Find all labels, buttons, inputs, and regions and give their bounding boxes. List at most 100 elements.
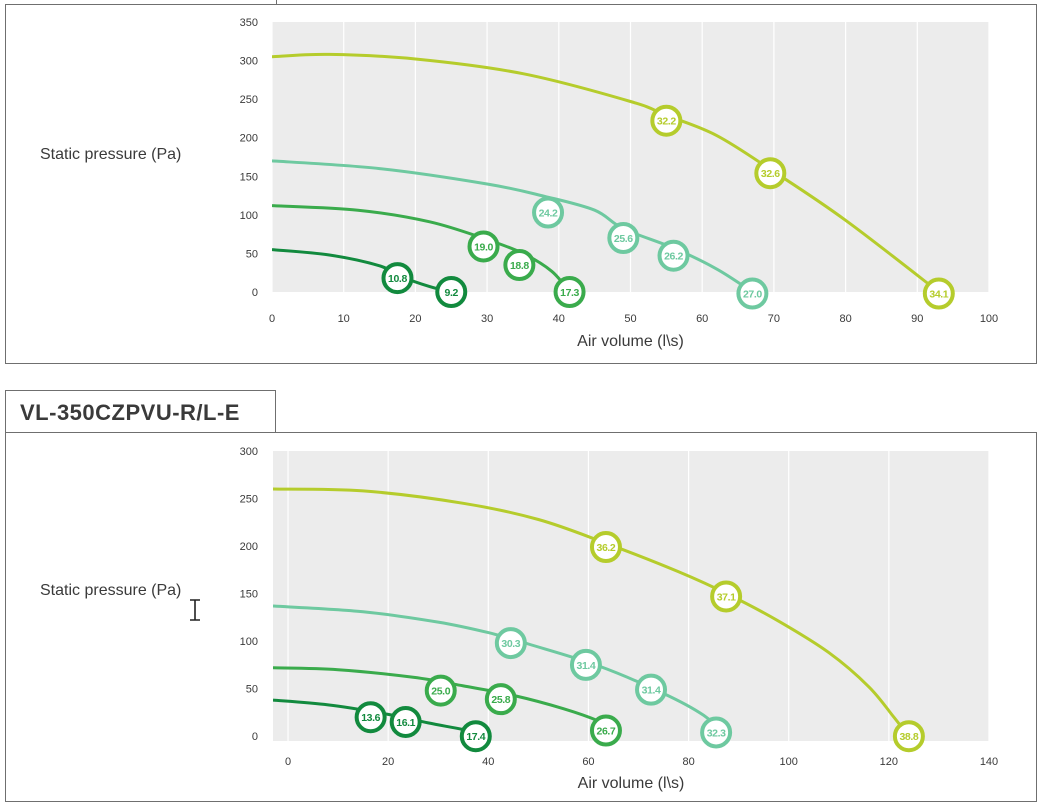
- marker-label: 27.0: [743, 289, 762, 301]
- text-cursor-icon: [190, 599, 200, 621]
- data-marker: 37.1: [710, 580, 743, 613]
- x-tick-label: 120: [880, 756, 898, 768]
- x-tick-label: 100: [980, 313, 998, 325]
- marker-ring: [700, 716, 733, 749]
- marker-label: 19.0: [474, 241, 493, 253]
- data-marker: 19.0: [467, 230, 500, 263]
- y-tick-label: 100: [240, 636, 258, 648]
- y-tick-label: 100: [240, 210, 258, 222]
- marker-ring: [484, 683, 517, 716]
- data-marker: 13.6: [354, 701, 387, 734]
- marker-ring: [569, 648, 602, 681]
- data-marker: 32.2: [650, 104, 683, 137]
- marker-label: 32.2: [657, 116, 676, 128]
- y-axis-label-top: Static pressure (Pa): [40, 146, 182, 163]
- data-marker: 31.4: [635, 673, 668, 706]
- marker-label: 17.4: [466, 731, 485, 743]
- x-axis-label: Air volume (l\s): [578, 775, 685, 792]
- x-axis-label: Air volume (l\s): [577, 333, 684, 350]
- x-tick-label: 0: [285, 756, 291, 768]
- data-marker: 34.1: [922, 277, 955, 310]
- marker-ring: [892, 720, 925, 753]
- marker-ring: [553, 276, 586, 308]
- y-tick-label: 150: [240, 171, 258, 183]
- x-tick-label: 60: [582, 756, 594, 768]
- marker-label: 32.3: [707, 727, 726, 739]
- marker-label: 25.6: [614, 233, 633, 245]
- x-tick-label: 40: [553, 313, 565, 325]
- y-tick-label: 50: [246, 684, 258, 696]
- x-tick-label: 90: [911, 313, 923, 325]
- model-tab: VL-350CZPVU-R/L-E: [5, 390, 276, 433]
- marker-label: 9.2: [445, 287, 459, 299]
- data-marker: 25.8: [484, 683, 517, 716]
- marker-ring: [754, 157, 787, 190]
- x-tick-label: 70: [768, 313, 780, 325]
- marker-label: 17.3: [560, 287, 579, 299]
- data-marker: 24.2: [532, 196, 565, 229]
- data-marker: 31.4: [569, 648, 602, 681]
- series-line-0: [272, 52, 940, 294]
- data-marker: 38.8: [892, 720, 925, 753]
- x-tick-label: 80: [682, 756, 694, 768]
- marker-label: 26.2: [664, 251, 683, 263]
- data-marker: 25.6: [607, 222, 640, 254]
- x-tick-label: 0: [269, 313, 275, 325]
- y-tick-label: 150: [240, 589, 258, 601]
- model-title: VL-350CZPVU-R/L-E: [20, 400, 240, 425]
- marker-label: 16.1: [396, 717, 415, 729]
- marker-label: 26.7: [597, 726, 616, 738]
- marker-ring: [467, 230, 500, 263]
- data-marker: 18.8: [503, 249, 536, 281]
- marker-ring: [657, 239, 690, 272]
- marker-ring: [736, 277, 769, 310]
- marker-ring: [589, 714, 622, 747]
- data-marker: 32.6: [754, 157, 787, 190]
- plot-area: [273, 451, 989, 741]
- data-marker: 26.2: [657, 239, 690, 272]
- x-tick-label: 20: [382, 756, 394, 768]
- x-tick-label: 30: [481, 313, 493, 325]
- x-tick-label: 50: [624, 313, 636, 325]
- marker-label: 37.1: [717, 591, 736, 603]
- data-marker: 30.3: [494, 627, 527, 660]
- y-tick-label: 300: [240, 446, 258, 458]
- data-marker: 16.1: [389, 705, 422, 738]
- y-axis-label-bottom: Static pressure (Pa): [40, 582, 182, 599]
- data-marker: 10.8: [381, 262, 414, 295]
- marker-ring: [532, 196, 565, 229]
- data-marker: 25.0: [424, 674, 457, 707]
- data-marker: 36.2: [589, 531, 622, 564]
- data-marker: 26.7: [589, 714, 622, 747]
- marker-label: 13.6: [361, 712, 380, 724]
- x-tick-label: 60: [696, 313, 708, 325]
- x-tick-label: 20: [409, 313, 421, 325]
- marker-label: 34.1: [929, 289, 948, 301]
- data-marker: 32.3: [700, 716, 733, 749]
- marker-ring: [381, 262, 414, 295]
- marker-ring: [354, 701, 387, 734]
- marker-ring: [503, 249, 536, 281]
- y-tick-label: 350: [240, 17, 258, 29]
- marker-ring: [650, 104, 683, 137]
- marker-ring: [494, 627, 527, 660]
- data-marker: 9.2: [435, 276, 468, 308]
- y-tick-label: 0: [252, 731, 258, 743]
- data-marker: 17.4: [459, 720, 492, 753]
- y-tick-label: 50: [246, 248, 258, 260]
- marker-ring: [589, 531, 622, 564]
- marker-ring: [607, 222, 640, 254]
- marker-label: 38.8: [899, 731, 918, 743]
- x-tick-label: 10: [338, 313, 350, 325]
- x-tick-label: 40: [482, 756, 494, 768]
- marker-label: 10.8: [388, 273, 407, 285]
- marker-ring: [635, 673, 668, 706]
- marker-label: 24.2: [539, 208, 558, 220]
- marker-label: 25.0: [431, 686, 450, 698]
- x-tick-label: 80: [839, 313, 851, 325]
- marker-label: 18.8: [510, 260, 529, 272]
- y-tick-label: 200: [240, 541, 258, 553]
- marker-ring: [435, 276, 468, 308]
